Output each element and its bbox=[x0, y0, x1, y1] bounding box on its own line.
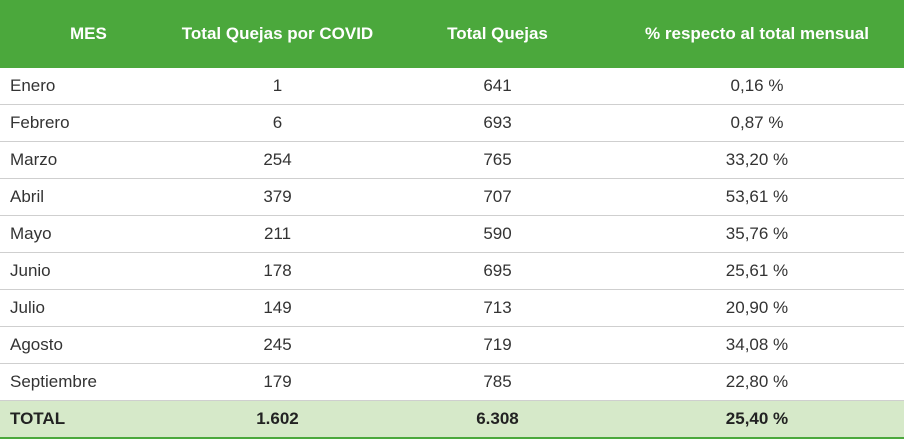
table-cell: 211 bbox=[170, 215, 385, 253]
header-cell: Total Quejas por COVID bbox=[170, 0, 385, 68]
table-row: Septiembre 179 785 22,80 % bbox=[0, 363, 904, 401]
total-cell: 1.602 bbox=[170, 400, 385, 439]
table-row: Mayo 211 590 35,76 % bbox=[0, 215, 904, 253]
table-cell: 1 bbox=[170, 68, 385, 105]
table-body: Enero 1 641 0,16 % Febrero 6 693 0,87 % Marzo 254… bbox=[0, 68, 904, 439]
table-cell: 149 bbox=[170, 289, 385, 327]
table-cell: Abril bbox=[0, 178, 170, 216]
table-cell: 254 bbox=[170, 141, 385, 179]
total-cell: 6.308 bbox=[385, 400, 610, 439]
header-row: MES Total Quejas por COVID Total Quejas% r… bbox=[0, 0, 904, 68]
table-cell: 0,87 % bbox=[610, 104, 904, 142]
table-cell: 179 bbox=[170, 363, 385, 401]
table-row: Marzo 254 765 33,20 % bbox=[0, 141, 904, 179]
table-header: MES Total Quejas por COVID Total Quejas% r… bbox=[0, 0, 904, 68]
table-cell: 765 bbox=[385, 141, 610, 179]
table-cell: 695 bbox=[385, 252, 610, 290]
table-cell: 33,20 % bbox=[610, 141, 904, 179]
table-cell: 35,76 % bbox=[610, 215, 904, 253]
table-cell: 53,61 % bbox=[610, 178, 904, 216]
table-cell: 245 bbox=[170, 326, 385, 364]
table-cell: Febrero bbox=[0, 104, 170, 142]
table-cell: 707 bbox=[385, 178, 610, 216]
table-cell: 719 bbox=[385, 326, 610, 364]
header-cell: Total Quejas bbox=[385, 0, 610, 68]
table-cell: 713 bbox=[385, 289, 610, 327]
table-cell: 590 bbox=[385, 215, 610, 253]
table-row: Enero 1 641 0,16 % bbox=[0, 68, 904, 105]
table-cell: 693 bbox=[385, 104, 610, 142]
table-cell: 641 bbox=[385, 68, 610, 105]
table-row: Junio 178 695 25,61 % bbox=[0, 252, 904, 290]
table-cell: 6 bbox=[170, 104, 385, 142]
table-cell: 22,80 % bbox=[610, 363, 904, 401]
table-cell: 25,61 % bbox=[610, 252, 904, 290]
table-cell: 785 bbox=[385, 363, 610, 401]
table-row: Febrero 6 693 0,87 % bbox=[0, 104, 904, 142]
total-cell: TOTAL bbox=[0, 400, 170, 439]
table-cell: Junio bbox=[0, 252, 170, 290]
total-row: TOTAL 1.602 6.308 25,40 % bbox=[0, 400, 904, 439]
table-cell: 178 bbox=[170, 252, 385, 290]
table-cell: Julio bbox=[0, 289, 170, 327]
table-row: Abril 379 707 53,61 % bbox=[0, 178, 904, 216]
table-cell: 34,08 % bbox=[610, 326, 904, 364]
table-cell: Marzo bbox=[0, 141, 170, 179]
table-cell: 0,16 % bbox=[610, 68, 904, 105]
table-cell: 379 bbox=[170, 178, 385, 216]
table-cell: 20,90 % bbox=[610, 289, 904, 327]
header-cell: % respecto al total mensual bbox=[610, 0, 904, 68]
table-cell: Mayo bbox=[0, 215, 170, 253]
table-row: Julio 149 713 20,90 % bbox=[0, 289, 904, 327]
table-row: Agosto 245 719 34,08 % bbox=[0, 326, 904, 364]
table-cell: Agosto bbox=[0, 326, 170, 364]
total-cell: 25,40 % bbox=[610, 400, 904, 439]
table-cell: Septiembre bbox=[0, 363, 170, 401]
header-cell: MES bbox=[0, 0, 170, 68]
table-cell: Enero bbox=[0, 68, 170, 105]
